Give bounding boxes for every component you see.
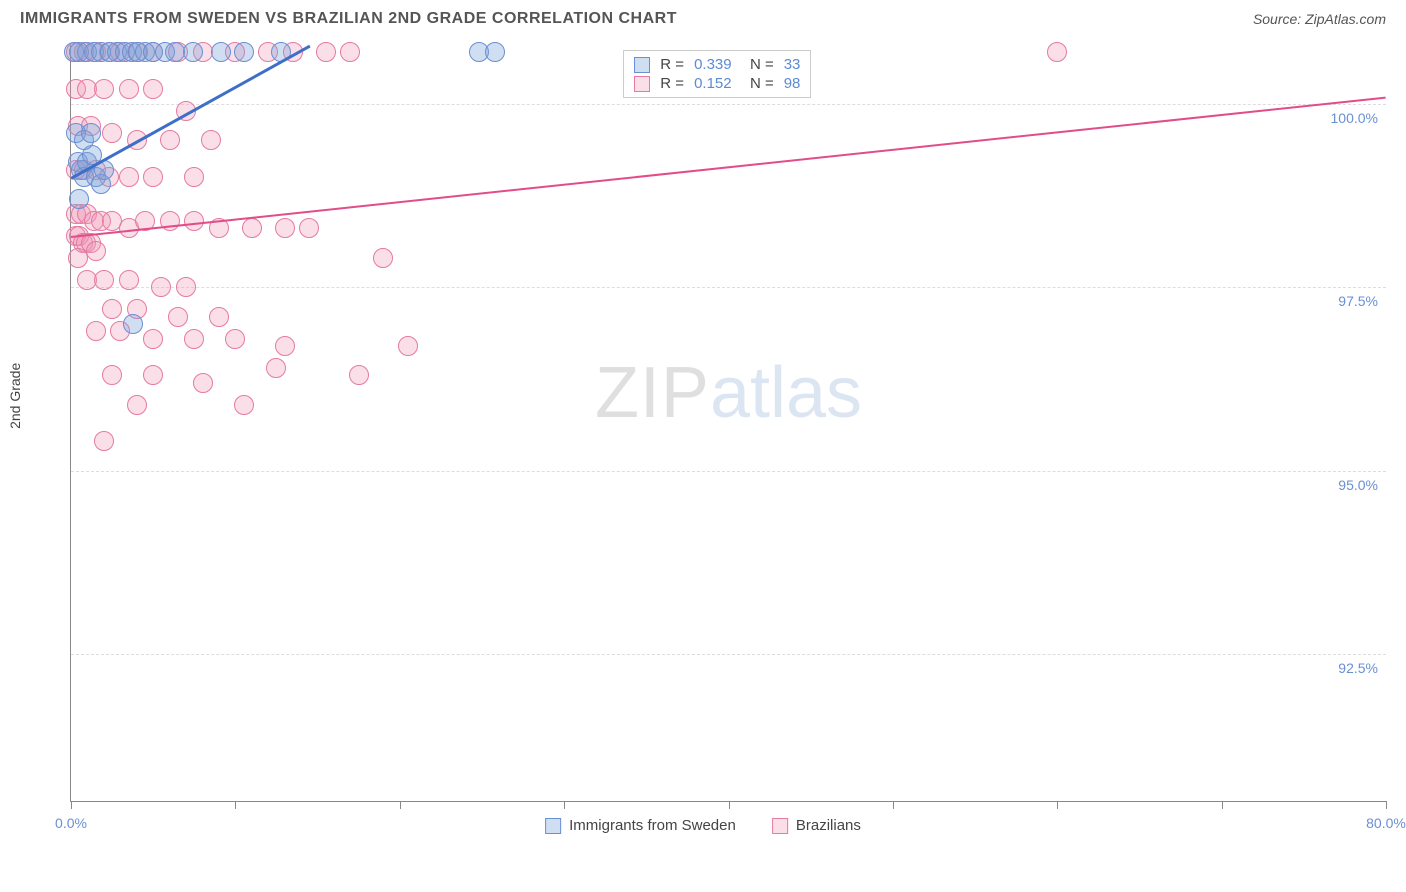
legend-label: Brazilians xyxy=(796,817,861,834)
gridline xyxy=(71,287,1386,288)
stats-legend-row: R = 0.339 N = 33 xyxy=(634,55,800,74)
brazil-point xyxy=(143,79,163,99)
brazil-point xyxy=(94,270,114,290)
brazil-point xyxy=(242,218,262,238)
stats-n-label: N = xyxy=(742,56,774,73)
sweden-point xyxy=(234,42,254,62)
sweden-trend-line xyxy=(70,45,310,179)
brazil-point xyxy=(398,336,418,356)
legend-swatch xyxy=(634,76,650,92)
y-tick-label: 92.5% xyxy=(1338,660,1378,676)
stats-legend-row: R = 0.152 N = 98 xyxy=(634,74,800,93)
bottom-legend: Immigrants from Sweden Brazilians xyxy=(545,817,861,834)
brazil-point xyxy=(1047,42,1067,62)
brazil-trend-line xyxy=(71,96,1386,237)
y-axis-label: 2nd Grade xyxy=(7,362,23,428)
chart-container: 2nd Grade ZIPatlas R =0.339 N =33R =0.15… xyxy=(20,45,1386,862)
sweden-point xyxy=(485,42,505,62)
x-tick-label: 0.0% xyxy=(55,815,87,831)
gridline xyxy=(71,654,1386,655)
brazil-point xyxy=(160,130,180,150)
brazil-point xyxy=(102,299,122,319)
brazil-point xyxy=(102,123,122,143)
stats-r-label: R = xyxy=(660,56,684,73)
brazil-point xyxy=(275,336,295,356)
x-tick xyxy=(400,801,401,809)
watermark-atlas: atlas xyxy=(710,353,862,433)
brazil-point xyxy=(86,241,106,261)
brazil-point xyxy=(143,365,163,385)
brazil-point xyxy=(349,365,369,385)
brazil-point xyxy=(193,373,213,393)
brazil-point xyxy=(119,167,139,187)
stats-r-label: R = xyxy=(660,75,684,92)
brazil-point xyxy=(102,365,122,385)
gridline xyxy=(71,471,1386,472)
x-tick xyxy=(729,801,730,809)
stats-n-value: 33 xyxy=(784,56,801,73)
brazil-point xyxy=(275,218,295,238)
x-tick xyxy=(893,801,894,809)
bottom-legend-item: Brazilians xyxy=(772,817,861,834)
bottom-legend-item: Immigrants from Sweden xyxy=(545,817,736,834)
sweden-point xyxy=(69,189,89,209)
brazil-point xyxy=(176,277,196,297)
sweden-point xyxy=(211,42,231,62)
legend-swatch xyxy=(545,818,561,834)
source-label: Source: ZipAtlas.com xyxy=(1253,11,1386,27)
legend-swatch xyxy=(772,818,788,834)
x-tick xyxy=(1057,801,1058,809)
brazil-point xyxy=(86,321,106,341)
brazil-point xyxy=(225,329,245,349)
watermark-zip: ZIP xyxy=(595,353,710,433)
brazil-point xyxy=(127,395,147,415)
brazil-point xyxy=(340,42,360,62)
x-tick xyxy=(564,801,565,809)
x-tick xyxy=(235,801,236,809)
brazil-point xyxy=(184,167,204,187)
legend-label: Immigrants from Sweden xyxy=(569,817,736,834)
watermark: ZIPatlas xyxy=(595,352,862,434)
brazil-point xyxy=(68,248,88,268)
brazil-point xyxy=(143,167,163,187)
brazil-point xyxy=(299,218,319,238)
sweden-point xyxy=(183,42,203,62)
plot-area: ZIPatlas R = 0.339 N = 33 R = 0.152 N = 98 10… xyxy=(70,45,1386,802)
brazil-point xyxy=(168,307,188,327)
y-tick-label: 95.0% xyxy=(1338,477,1378,493)
brazil-point xyxy=(209,307,229,327)
brazil-point xyxy=(94,431,114,451)
sweden-point xyxy=(165,42,185,62)
brazil-point xyxy=(266,358,286,378)
brazil-point xyxy=(119,270,139,290)
chart-title: IMMIGRANTS FROM SWEDEN VS BRAZILIAN 2ND … xyxy=(20,10,677,28)
brazil-point xyxy=(201,130,221,150)
y-tick-label: 100.0% xyxy=(1331,110,1378,126)
brazil-point xyxy=(119,79,139,99)
x-tick xyxy=(1386,801,1387,809)
stats-r-value: 0.152 xyxy=(694,75,732,92)
brazil-point xyxy=(373,248,393,268)
y-tick-label: 97.5% xyxy=(1338,293,1378,309)
stats-r-value: 0.339 xyxy=(694,56,732,73)
gridline xyxy=(71,104,1386,105)
stats-legend: R = 0.339 N = 33 R = 0.152 N = 98 xyxy=(623,50,811,98)
legend-swatch xyxy=(634,57,650,73)
brazil-point xyxy=(234,395,254,415)
stats-n-value: 98 xyxy=(784,75,801,92)
sweden-point xyxy=(123,314,143,334)
x-tick-label: 80.0% xyxy=(1366,815,1406,831)
stats-n-label: N = xyxy=(742,75,774,92)
brazil-point xyxy=(184,329,204,349)
brazil-point xyxy=(316,42,336,62)
brazil-point xyxy=(143,329,163,349)
sweden-point xyxy=(81,123,101,143)
brazil-point xyxy=(151,277,171,297)
x-tick xyxy=(71,801,72,809)
chart-header: IMMIGRANTS FROM SWEDEN VS BRAZILIAN 2ND … xyxy=(0,0,1406,36)
brazil-point xyxy=(94,79,114,99)
x-tick xyxy=(1222,801,1223,809)
